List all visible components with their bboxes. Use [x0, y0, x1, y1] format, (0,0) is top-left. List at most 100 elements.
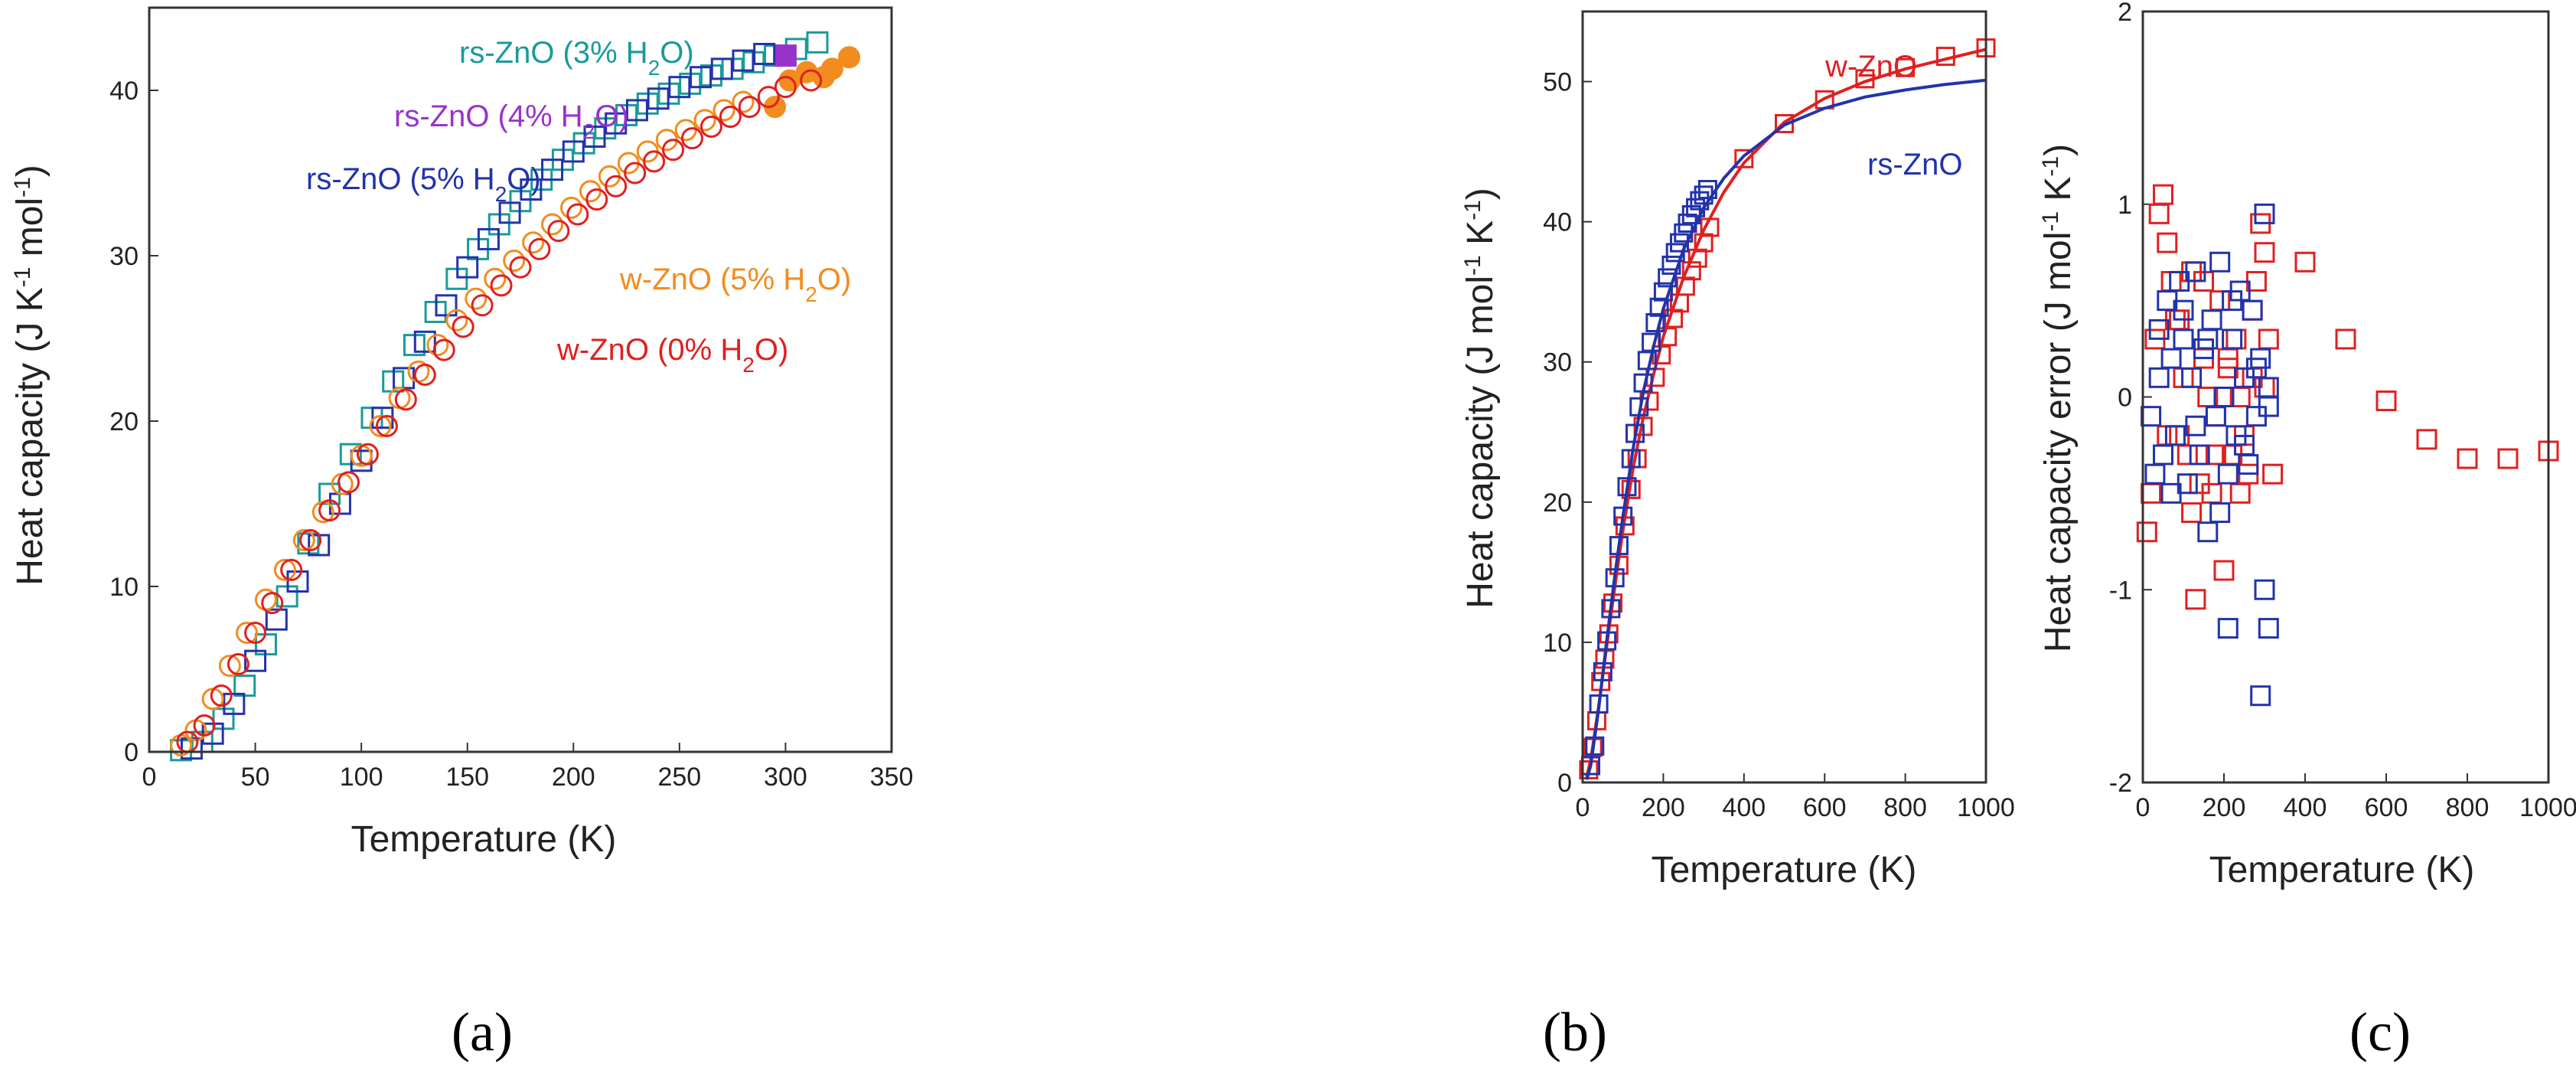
data-point — [2335, 328, 2356, 350]
data-point — [2177, 444, 2198, 466]
x-tick-label: 600 — [1803, 793, 1847, 822]
data-point — [2148, 203, 2170, 224]
data-point — [1734, 149, 1754, 168]
data-point — [350, 449, 373, 472]
y-tick-label: 20 — [109, 407, 139, 436]
data-point — [2258, 328, 2279, 350]
data-point — [484, 267, 507, 290]
data-point — [471, 294, 494, 317]
data-point — [585, 188, 608, 211]
data-point — [1589, 694, 1609, 714]
data-point — [693, 109, 716, 132]
data-point — [732, 90, 755, 113]
data-point — [2141, 406, 2162, 427]
fit-line-rs-zno — [1585, 78, 1987, 780]
x-tick-label: 600 — [2365, 793, 2408, 822]
data-point — [465, 287, 487, 310]
data-point — [1642, 332, 1661, 352]
y-tick-label: 50 — [1543, 68, 1572, 97]
data-point — [1665, 243, 1685, 263]
data-point — [2217, 618, 2239, 639]
x-tick-label: 100 — [340, 763, 383, 792]
data-point — [522, 231, 545, 254]
data-point — [2185, 261, 2206, 283]
data-point — [503, 249, 526, 272]
data-point — [435, 294, 458, 317]
data-point — [1617, 477, 1637, 497]
data-point — [1855, 69, 1875, 89]
chart-a-legend: rs-ZnO (3% H2O) rs-ZnO (4% H2O) rs-ZnO (5%… — [306, 36, 851, 377]
data-point — [413, 330, 436, 353]
data-point — [1675, 276, 1695, 296]
data-point — [1658, 268, 1678, 288]
data-point — [292, 529, 315, 552]
y-tick-label: 2 — [2118, 0, 2132, 27]
chart-b-legend: w-ZnO rs-ZnO — [1824, 50, 1962, 181]
x-tick-label: 400 — [2284, 793, 2327, 822]
data-point — [2197, 521, 2219, 543]
data-point — [647, 87, 670, 110]
y-tick-label: 1 — [2118, 191, 2132, 220]
data-point — [753, 42, 776, 65]
data-point — [2217, 463, 2239, 485]
data-point — [280, 558, 303, 581]
data-point — [1633, 373, 1653, 393]
data-point — [498, 201, 521, 224]
chart-b-xlabel: Temperature (K) — [1652, 850, 1917, 890]
chart-a-marks — [170, 31, 861, 762]
data-point — [1674, 223, 1694, 243]
x-tick-label: 1000 — [1957, 793, 2015, 822]
chart-b-marks — [1579, 38, 1996, 780]
data-point — [1700, 217, 1720, 237]
data-point — [356, 443, 379, 466]
data-point — [2189, 444, 2210, 466]
data-point — [605, 112, 628, 135]
data-point — [1579, 760, 1599, 780]
data-point — [712, 99, 735, 122]
data-point — [2416, 429, 2437, 450]
data-point — [490, 274, 513, 297]
data-point — [193, 714, 216, 737]
chart-c-xlabel: Temperature (K) — [2209, 850, 2475, 890]
data-point — [426, 334, 449, 357]
data-point — [1629, 397, 1649, 416]
data-point — [509, 256, 532, 279]
data-point — [625, 99, 648, 122]
data-point — [757, 86, 780, 109]
data-point — [1653, 282, 1673, 302]
data-point — [1621, 479, 1641, 499]
x-tick-label: 1000 — [2519, 793, 2576, 822]
data-point — [1615, 516, 1635, 536]
data-point — [2242, 299, 2263, 321]
data-point — [1597, 631, 1617, 651]
data-point — [2258, 618, 2279, 639]
data-point — [318, 499, 341, 522]
x-tick-label: 250 — [657, 763, 701, 792]
data-point — [244, 621, 267, 644]
data-point — [1661, 255, 1681, 275]
data-point — [375, 414, 398, 437]
data-point — [1645, 312, 1665, 332]
data-point — [520, 178, 543, 201]
chart-a-frame — [148, 6, 893, 753]
series-label-rs-zno: rs-ZnO — [1867, 148, 1962, 181]
chart-b-ticks: 0 200 400 600 800 1000 0 10 20 30 40 50 — [1543, 68, 2015, 822]
data-point — [201, 722, 224, 745]
x-tick-label: 800 — [2446, 793, 2490, 822]
data-point — [2262, 463, 2284, 485]
data-point — [2245, 358, 2267, 379]
data-point — [1593, 662, 1612, 681]
chart-c-ticks: 0 200 400 600 800 1000 -2 -1 0 1 2 — [2109, 0, 2576, 822]
data-point — [2160, 482, 2182, 504]
panel-label-b: (b) — [1543, 1001, 1607, 1063]
x-tick-label: 200 — [1642, 793, 1685, 822]
y-tick-label: -1 — [2109, 576, 2132, 605]
y-tick-label: 0 — [124, 738, 139, 767]
chart-c-ylabel: Heat capacity error (J mol-1 K-1) — [2038, 144, 2079, 652]
data-point — [1649, 297, 1669, 317]
data-point — [719, 106, 742, 129]
data-point — [2153, 184, 2173, 205]
data-point — [2258, 396, 2279, 417]
data-point — [2209, 502, 2231, 524]
